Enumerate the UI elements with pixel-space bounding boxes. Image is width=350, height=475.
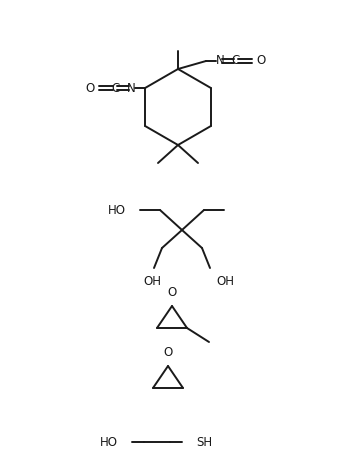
Text: O: O — [167, 286, 177, 299]
Text: N: N — [127, 82, 135, 95]
Text: HO: HO — [100, 436, 118, 448]
Text: OH: OH — [216, 275, 234, 288]
Text: C: C — [232, 55, 240, 67]
Text: O: O — [256, 55, 265, 67]
Text: HO: HO — [108, 203, 126, 217]
Text: C: C — [111, 82, 119, 95]
Text: N: N — [216, 55, 224, 67]
Text: OH: OH — [143, 275, 161, 288]
Text: O: O — [86, 82, 95, 95]
Text: SH: SH — [196, 436, 212, 448]
Text: O: O — [163, 346, 173, 359]
